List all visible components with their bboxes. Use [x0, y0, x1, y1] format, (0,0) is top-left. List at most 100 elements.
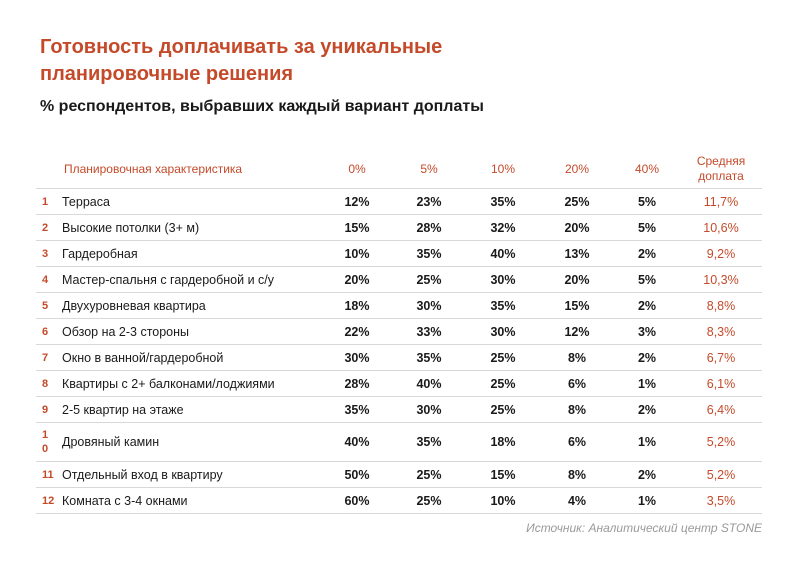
row-feature: Высокие потолки (3+ м) [62, 214, 322, 241]
row-value: 50% [322, 461, 392, 488]
row-value: 22% [322, 318, 392, 345]
header-40pct: 40% [614, 150, 680, 189]
table-header-row: Планировочная характеристика 0% 5% 10% 2… [36, 150, 762, 189]
row-value: 2% [614, 344, 680, 371]
row-value: 35% [322, 396, 392, 423]
row-value: 1% [614, 422, 680, 462]
row-value: 5% [614, 214, 680, 241]
row-average: 8,8% [680, 292, 762, 319]
header-avg: Средняя доплата [680, 150, 762, 189]
row-value: 28% [322, 370, 392, 397]
row-value: 8% [540, 344, 614, 371]
row-average: 5,2% [680, 461, 762, 488]
row-number: 9 [36, 396, 62, 423]
row-feature: Окно в ванной/гардеробной [62, 344, 322, 371]
row-feature: Дровяный камин [62, 422, 322, 462]
row-average: 10,6% [680, 214, 762, 241]
row-value: 2% [614, 292, 680, 319]
row-value: 25% [392, 461, 466, 488]
row-number: 2 [36, 214, 62, 241]
row-value: 25% [540, 188, 614, 215]
row-value: 35% [466, 188, 540, 215]
row-value: 30% [466, 266, 540, 293]
willingness-table: Планировочная характеристика 0% 5% 10% 2… [36, 150, 762, 514]
row-feature: Квартиры с 2+ балконами/лоджиями [62, 370, 322, 397]
row-value: 2% [614, 461, 680, 488]
row-value: 4% [540, 487, 614, 514]
row-value: 30% [322, 344, 392, 371]
table-row: 3 Гардеробная 10% 35% 40% 13% 2% 9,2% [36, 240, 762, 267]
row-average: 6,1% [680, 370, 762, 397]
row-value: 12% [540, 318, 614, 345]
row-feature: 2-5 квартир на этаже [62, 396, 322, 423]
row-value: 30% [392, 292, 466, 319]
row-average: 3,5% [680, 487, 762, 514]
row-value: 10% [322, 240, 392, 267]
row-value: 35% [392, 240, 466, 267]
row-average: 6,4% [680, 396, 762, 423]
table-row: 2 Высокие потолки (3+ м) 15% 28% 32% 20% 5% 10,… [36, 214, 762, 241]
row-number: 1 [36, 188, 62, 215]
row-value: 33% [392, 318, 466, 345]
table-row: 5 Двухуровневая квартира 18% 30% 35% 15% 2% 8,8… [36, 292, 762, 319]
header-feature: Планировочная характеристика [36, 150, 322, 189]
row-feature: Отдельный вход в квартиру [62, 461, 322, 488]
row-value: 6% [540, 370, 614, 397]
row-number: 4 [36, 266, 62, 293]
table-row: 10 Дровяный камин 40% 35% 18% 6% 1% 5,2% [36, 422, 762, 462]
row-feature: Двухуровневая квартира [62, 292, 322, 319]
row-value: 15% [540, 292, 614, 319]
row-number: 12 [36, 487, 62, 514]
row-average: 11,7% [680, 188, 762, 215]
row-average: 9,2% [680, 240, 762, 267]
row-value: 8% [540, 396, 614, 423]
row-number: 8 [36, 370, 62, 397]
row-value: 2% [614, 240, 680, 267]
page-subtitle: % респондентов, выбравших каждый вариант… [40, 98, 484, 115]
row-feature: Обзор на 2-3 стороны [62, 318, 322, 345]
row-value: 6% [540, 422, 614, 462]
row-value: 30% [466, 318, 540, 345]
table-row: 11 Отдельный вход в квартиру 50% 25% 15% 8% 2%… [36, 461, 762, 488]
row-number: 10 [36, 422, 62, 462]
row-value: 25% [392, 266, 466, 293]
row-value: 28% [392, 214, 466, 241]
page-title: Готовность доплачивать за уникальные пла… [40, 36, 443, 85]
row-value: 40% [392, 370, 466, 397]
row-number: 6 [36, 318, 62, 345]
row-value: 5% [614, 188, 680, 215]
row-value: 40% [466, 240, 540, 267]
row-value: 25% [466, 396, 540, 423]
row-value: 12% [322, 188, 392, 215]
table-row: 7 Окно в ванной/гардеробной 30% 35% 25% 8% 2% 6… [36, 344, 762, 371]
row-number: 5 [36, 292, 62, 319]
table-row: 6 Обзор на 2-3 стороны 22% 33% 30% 12% 3% 8,3% [36, 318, 762, 345]
row-value: 3% [614, 318, 680, 345]
header-10pct: 10% [466, 150, 540, 189]
row-value: 35% [392, 344, 466, 371]
row-value: 1% [614, 370, 680, 397]
row-value: 13% [540, 240, 614, 267]
row-value: 23% [392, 188, 466, 215]
row-value: 20% [540, 266, 614, 293]
row-average: 8,3% [680, 318, 762, 345]
row-value: 25% [392, 487, 466, 514]
row-value: 30% [392, 396, 466, 423]
row-feature: Мастер-спальня с гардеробной и с/у [62, 266, 322, 293]
row-value: 35% [392, 422, 466, 462]
row-value: 18% [322, 292, 392, 319]
table-row: 4 Мастер-спальня с гардеробной и с/у 20% 25… [36, 266, 762, 293]
table-row: 8 Квартиры с 2+ балконами/лоджиями 28% 40% 2… [36, 370, 762, 397]
row-value: 15% [322, 214, 392, 241]
row-average: 5,2% [680, 422, 762, 462]
row-value: 8% [540, 461, 614, 488]
row-feature: Гардеробная [62, 240, 322, 267]
row-value: 18% [466, 422, 540, 462]
row-value: 32% [466, 214, 540, 241]
row-average: 10,3% [680, 266, 762, 293]
row-value: 25% [466, 370, 540, 397]
source-note: Источник: Аналитический центр STONE [526, 521, 762, 535]
row-value: 1% [614, 487, 680, 514]
row-average: 6,7% [680, 344, 762, 371]
row-feature: Терраса [62, 188, 322, 215]
